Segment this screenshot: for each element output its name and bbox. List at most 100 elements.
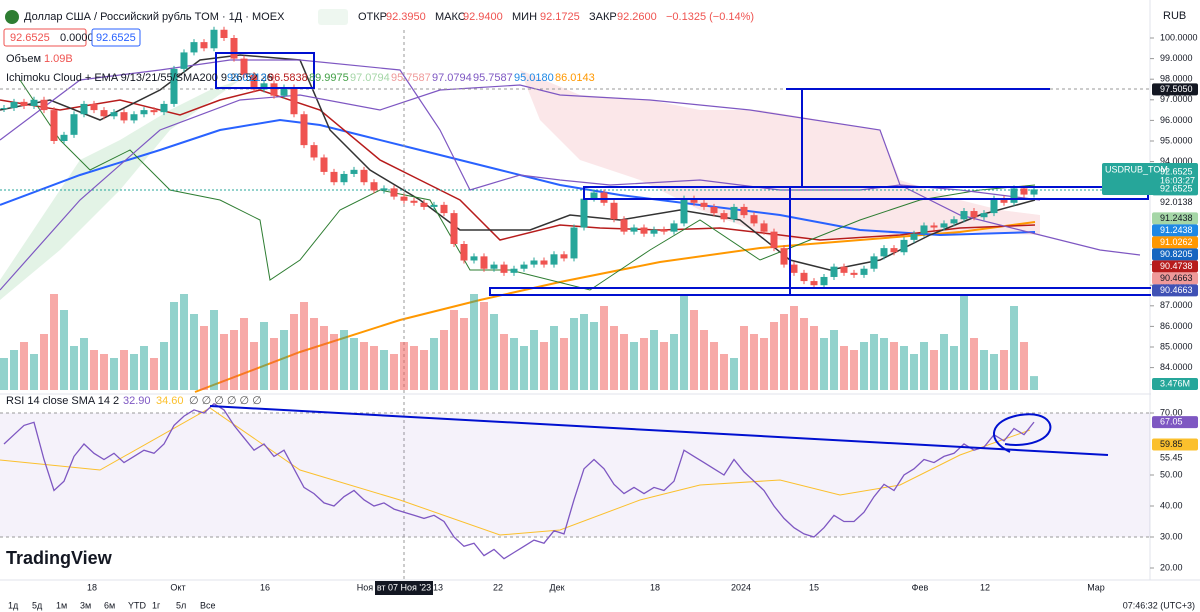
- candle-body: [380, 188, 388, 191]
- ask-box[interactable]: [91, 28, 141, 47]
- price-tick-label: 97.0000: [1160, 94, 1193, 104]
- status-badge[interactable]: [318, 9, 348, 25]
- candle-body: [990, 198, 998, 214]
- bid-box[interactable]: [3, 28, 87, 47]
- candle-body: [250, 75, 258, 90]
- candle-body: [810, 281, 818, 286]
- candle-body: [620, 219, 628, 232]
- price-tag-label: 97.5050: [1160, 84, 1193, 94]
- volume-bar: [210, 310, 218, 390]
- time-label: 12: [980, 582, 990, 592]
- currency[interactable]: RUB: [1163, 10, 1186, 22]
- time-label: 18: [87, 582, 97, 592]
- ohlc-value: 92.2600: [617, 11, 657, 23]
- candle-body: [160, 103, 168, 113]
- volume-bar: [810, 326, 818, 390]
- volume-bar: [860, 342, 868, 390]
- volume-bar: [150, 358, 158, 390]
- candle-body: [340, 173, 348, 183]
- symbol-time: 16:03:27: [1160, 175, 1195, 185]
- candle-body: [60, 134, 68, 141]
- ohlc-value: 92.1725: [540, 11, 580, 23]
- candle-body: [80, 103, 88, 115]
- candle-body: [900, 239, 908, 253]
- volume-bar: [780, 314, 788, 390]
- volume-bar: [990, 354, 998, 390]
- time-label: Окт: [170, 582, 185, 592]
- volume-bar: [700, 330, 708, 390]
- price-tag-label: 55.45: [1160, 452, 1183, 462]
- volume-bar: [40, 334, 48, 390]
- volume-bar: [340, 330, 348, 390]
- volume-bar: [870, 334, 878, 390]
- range-button[interactable]: 1м: [56, 600, 67, 610]
- candle-body: [170, 68, 178, 104]
- volume-bar: [160, 342, 168, 390]
- volume-bar: [490, 314, 498, 390]
- price-tag: [1152, 284, 1198, 297]
- time-label: 16: [260, 582, 270, 592]
- candle-body: [850, 272, 858, 275]
- candle-body: [1000, 198, 1008, 203]
- volume-bar: [130, 354, 138, 390]
- range-button[interactable]: 1д: [8, 600, 19, 610]
- candle-body: [680, 198, 688, 224]
- candle-body: [270, 83, 278, 96]
- range-button[interactable]: 5д: [32, 600, 43, 610]
- volume-bar: [290, 314, 298, 390]
- range-button[interactable]: YTD: [128, 600, 147, 610]
- price-tag-label: 90.4738: [1160, 261, 1193, 271]
- rsi-tick-label: 50.00: [1160, 469, 1183, 479]
- price-tag-label: 59.85: [1160, 439, 1183, 449]
- candle-body: [420, 202, 428, 207]
- cloud-lower: [0, 84, 1141, 291]
- range-button[interactable]: Все: [200, 600, 216, 610]
- rsi-value: 34.60: [156, 395, 184, 407]
- rsi-value: ∅ ∅ ∅ ∅ ∅ ∅: [189, 395, 262, 407]
- volume-bar: [0, 358, 8, 390]
- price-tick-label: 84.0000: [1160, 362, 1193, 372]
- price-tag: [1152, 183, 1198, 196]
- volume-bar: [650, 330, 658, 390]
- candle-body: [290, 87, 298, 115]
- volume-bar: [500, 334, 508, 390]
- price-tick-label: 96.0000: [1160, 115, 1193, 125]
- ichimoku-value: 89.9975: [309, 72, 349, 84]
- volume-tag: [1152, 378, 1198, 390]
- candle-body: [570, 227, 578, 259]
- candle-body: [770, 231, 778, 249]
- candle-body: [650, 229, 658, 234]
- volume-bar: [270, 338, 278, 390]
- ask: 92.6525: [96, 32, 136, 44]
- volume-bar: [110, 358, 118, 390]
- candle-body: [600, 192, 608, 203]
- ichimoku-value: 97.0794: [432, 72, 472, 84]
- volume-bar: [950, 346, 958, 390]
- volume-bar: [450, 310, 458, 390]
- volume-bar: [220, 334, 228, 390]
- candle-body: [1010, 188, 1018, 203]
- time-label: 15: [809, 582, 819, 592]
- volume-bar: [690, 310, 698, 390]
- symbol: Доллар США / Российский рубль TOM · 1Д ·…: [24, 11, 285, 23]
- range-button[interactable]: 6м: [104, 600, 115, 610]
- volume-bar: [830, 330, 838, 390]
- candle-body: [580, 198, 588, 228]
- symbol-price: 92.6525: [1160, 166, 1193, 176]
- range-button[interactable]: 5л: [176, 600, 186, 610]
- range-button[interactable]: 3м: [80, 600, 91, 610]
- volume-bar: [900, 346, 908, 390]
- volume-bar: [410, 346, 418, 390]
- volume-bar: [460, 318, 468, 390]
- range-button[interactable]: 1г: [152, 600, 161, 610]
- candle-body: [130, 114, 138, 121]
- candle-body: [880, 248, 888, 257]
- volume-bar: [180, 294, 188, 390]
- volume-bar: [660, 342, 668, 390]
- volume-bar: [670, 334, 678, 390]
- volume-bar: [560, 338, 568, 390]
- volume-bar: [100, 354, 108, 390]
- ohlc-key: МАКС: [435, 11, 466, 23]
- price-tag: [1152, 416, 1198, 429]
